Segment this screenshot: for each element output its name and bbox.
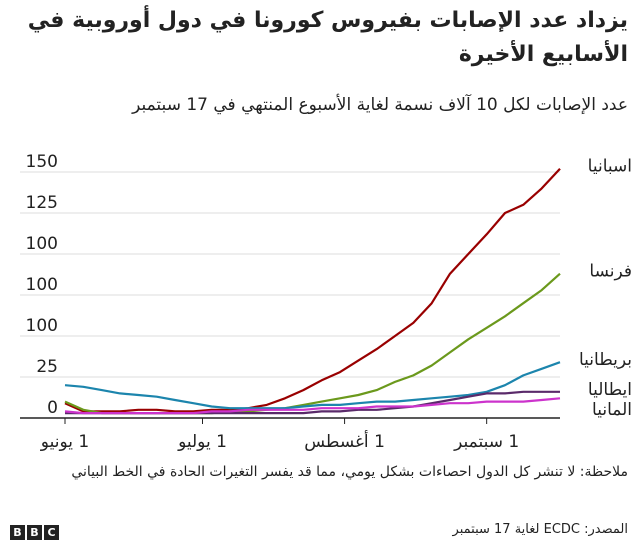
chart: 0 25 100 100 100 125 150 1 يونيو 1 يوليو 1 أغسطس 1…: [20, 152, 632, 452]
legend-label: المانيا: [592, 400, 632, 420]
logo-letter: B: [27, 525, 42, 540]
logo-letter: C: [44, 525, 59, 540]
y-tick-label: 100: [26, 275, 58, 295]
series-line: [64, 361, 561, 410]
note: ملاحظة: لا تنشر كل الدول احصاءات بشكل يو…: [71, 464, 628, 480]
legend-label: اسبانيا: [588, 157, 632, 177]
y-tick-label: 125: [26, 193, 58, 213]
legend-label: فرنسا: [589, 262, 632, 282]
y-tick-label: 100: [26, 316, 58, 336]
legend-label: ايطاليا: [588, 380, 632, 400]
chart-title: يزداد عدد الإصابات بفيروس كورونا في دول …: [27, 8, 628, 67]
source: المصدر: ECDC لغاية 17 سبتمبر: [452, 522, 628, 537]
legend-label: بريطانيا: [579, 350, 632, 370]
x-tick-label: 1 يوليو: [177, 432, 227, 452]
series-line: [64, 167, 561, 413]
y-tick-label: 150: [26, 152, 58, 172]
y-tick-label: 0: [47, 398, 58, 418]
chart-subtitle: عدد الإصابات لكل 10 آلاف نسمة لغاية الأس…: [132, 95, 628, 115]
y-tick-label: 25: [36, 357, 58, 377]
x-tick-label: 1 أغسطس: [304, 430, 385, 452]
x-tick-label: 1 سبتمبر: [453, 432, 519, 452]
series-line: [64, 397, 561, 415]
x-tick-label: 1 يونيو: [40, 432, 89, 452]
logo-letter: B: [10, 525, 25, 540]
y-tick-label: 100: [26, 234, 58, 254]
